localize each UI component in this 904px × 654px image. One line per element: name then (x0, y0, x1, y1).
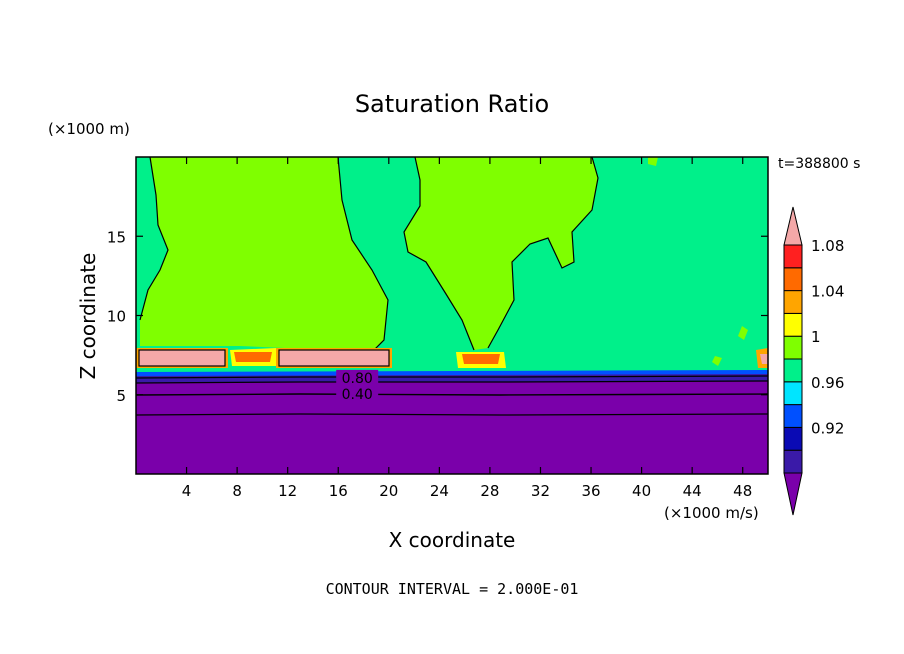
colorbar-segment (783, 244, 803, 269)
x-unit-label: (×1000 m/s) (664, 504, 759, 522)
contour-label-bg (336, 369, 379, 384)
colorbar-segment (783, 381, 803, 406)
colorbar-label: 0.92 (811, 419, 844, 437)
colorbar-segment (783, 358, 803, 383)
colorbar-segment (783, 335, 803, 360)
y-axis: 5 10 15 (107, 228, 768, 405)
colorbar-segment (783, 404, 803, 428)
x-tick-label: 12 (278, 482, 297, 500)
contour-label-bg (336, 385, 379, 400)
colorbar-segment (783, 312, 803, 337)
y-tick-label: 15 (107, 228, 126, 246)
x-axis: 4 8 12 16 20 24 28 32 36 40 44 48 (182, 157, 752, 500)
x-tick-label: 8 (232, 482, 242, 500)
y-axis-label: Z coordinate (76, 253, 100, 380)
contour-line-upper-2 (337, 156, 389, 353)
supersat-band-center (276, 348, 392, 368)
contour-line-upper-1 (139, 156, 169, 321)
chart-title: Saturation Ratio (355, 90, 549, 118)
field-high-mid (404, 157, 598, 350)
x-tick-label: 24 (430, 482, 449, 500)
field-high-blob3 (712, 356, 722, 366)
colorbar-segment (783, 449, 803, 474)
time-label: t=388800 s (778, 156, 860, 172)
x-tick-label: 44 (683, 482, 702, 500)
field-low-layer (136, 374, 768, 474)
x-tick-label: 4 (182, 482, 192, 500)
contour-line-040 (135, 393, 769, 396)
y-tick-label: 5 (116, 387, 126, 405)
colorbar-segment (783, 426, 803, 451)
contour-line-upper-4 (487, 156, 599, 349)
colorbar: 0.92 0.96 1 1.04 1.08 (783, 206, 844, 516)
field-high-blob2 (738, 326, 748, 340)
colorbar-label: 1.08 (811, 237, 844, 255)
colorbar-segment (783, 267, 803, 292)
field-high-left (140, 157, 388, 352)
colorbar-label: 1.04 (811, 283, 844, 301)
field-high-blob1 (648, 157, 658, 166)
contour-line-020 (135, 413, 769, 416)
contour-label: 0.80 (342, 371, 373, 387)
x-tick-label: 48 (733, 482, 752, 500)
x-tick-label: 40 (632, 482, 651, 500)
supersat-band-left (136, 348, 228, 368)
contour-line-upper-3 (403, 156, 475, 351)
y-tick-label: 10 (107, 308, 126, 326)
colorbar-label: 1 (811, 328, 821, 346)
colorbar-label: 0.96 (811, 374, 844, 392)
x-tick-label: 32 (531, 482, 550, 500)
y-unit-label: (×1000 m) (48, 120, 130, 138)
x-tick-label: 20 (379, 482, 398, 500)
x-tick-label: 28 (480, 482, 499, 500)
contour-label: 0.40 (342, 387, 373, 403)
x-tick-label: 16 (329, 482, 348, 500)
x-axis-label: X coordinate (389, 528, 516, 552)
supersat-patches (230, 348, 768, 368)
plot-area: 0.800.40 (135, 156, 769, 475)
x-tick-label: 36 (581, 482, 600, 500)
contour-line-080 (135, 375, 769, 379)
colorbar-segment (783, 290, 803, 314)
colorbar-max-arrow (783, 206, 803, 246)
colorbar-min-arrow (783, 472, 803, 516)
contour-line-060 (135, 380, 769, 384)
contour-interval-footer: CONTOUR INTERVAL = 2.000E-01 (326, 580, 579, 598)
